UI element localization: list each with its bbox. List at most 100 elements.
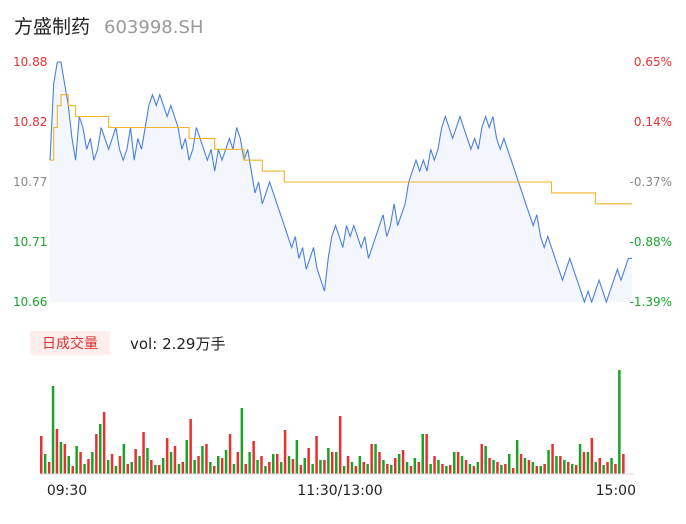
volume-bar (319, 460, 322, 474)
volume-bar (460, 456, 464, 474)
volume-bar (185, 440, 188, 474)
volume-bar (374, 444, 377, 474)
volume-bar (535, 466, 538, 474)
volume-bar (110, 454, 114, 474)
volume-value: 2.29万手 (162, 334, 226, 353)
volume-bar (602, 465, 605, 474)
y-right-tick: -0.37% (630, 175, 672, 189)
volume-bar (260, 456, 263, 474)
volume-readout: vol: 2.29万手 (130, 333, 225, 354)
volume-bar (244, 464, 247, 474)
volume-bar (295, 440, 299, 474)
volume-bar (342, 466, 346, 474)
volume-bar (51, 386, 55, 474)
volume-bar (217, 456, 220, 474)
price-area (50, 62, 632, 302)
volume-bar (610, 458, 613, 474)
volume-bar (362, 462, 365, 474)
volume-bar (570, 464, 574, 474)
volume-bar (220, 458, 224, 474)
volume-bar (169, 452, 173, 474)
volume-bar (146, 448, 149, 474)
volume-bar (606, 462, 609, 474)
volume-bar (429, 464, 432, 474)
volume-bar (586, 452, 590, 474)
volume-bar (102, 412, 106, 474)
volume-bar (79, 452, 82, 474)
volume-bar (582, 452, 586, 474)
volume-bar (75, 446, 78, 474)
volume-bar (421, 434, 424, 474)
volume-bar (543, 464, 546, 474)
volume-bar (83, 464, 86, 474)
volume-bar (40, 436, 43, 474)
volume-bar (394, 458, 397, 474)
volume-bar (264, 466, 267, 474)
volume-bar (236, 452, 240, 474)
volume-bar (311, 464, 314, 474)
volume-bar (331, 452, 334, 474)
volume-bar (370, 444, 373, 474)
volume-bar (193, 460, 196, 474)
volume-bar (523, 458, 527, 474)
volume-bar (578, 444, 582, 474)
volume-bar (445, 466, 448, 474)
volume-bar (283, 430, 287, 474)
volume-bar (456, 452, 460, 474)
volume-bar (531, 462, 535, 474)
volume-bar (276, 454, 279, 474)
volume-bar (346, 456, 350, 474)
volume-bar (390, 465, 393, 474)
stock-name: 方盛制药 (14, 16, 91, 38)
volume-bar (95, 434, 98, 474)
x-tick: 09:30 (47, 483, 87, 499)
volume-bar (468, 464, 472, 474)
volume-bar (303, 458, 306, 474)
volume-bar (409, 466, 413, 474)
volume-bar (492, 460, 495, 474)
volume-bar (299, 465, 303, 474)
volume-bar (567, 462, 570, 474)
volume-bar (272, 454, 275, 474)
volume-bar (154, 465, 157, 474)
volume-bar (500, 465, 503, 474)
average-price-line (50, 94, 632, 205)
volume-label: vol: (130, 334, 158, 353)
volume-bar (87, 459, 90, 474)
volume-bar (539, 466, 542, 474)
volume-bar (622, 454, 625, 474)
volume-bar (59, 442, 63, 474)
volume-bar (358, 456, 362, 474)
volume-bar (177, 464, 181, 474)
y-left-tick: 10.77 (13, 175, 47, 189)
daily-volume-tab[interactable]: 日成交量 (30, 331, 110, 355)
volume-bar (519, 454, 523, 474)
y-right-tick: -1.39% (630, 295, 672, 309)
price-line (49, 61, 632, 304)
volume-bar (63, 444, 67, 474)
volume-bar (401, 450, 405, 474)
volume-bar (118, 456, 122, 474)
volume-bar (161, 458, 165, 474)
volume-bar (287, 456, 291, 474)
volume-bar (91, 452, 94, 474)
volume-bar (574, 465, 578, 474)
volume-bar (464, 460, 468, 474)
volume-bar (43, 454, 47, 474)
volume-bar (484, 446, 487, 474)
volume-bar (181, 462, 185, 474)
volume-bar (496, 462, 499, 474)
volume-bar (47, 462, 51, 474)
volume-bar (201, 446, 204, 474)
y-left-tick: 10.66 (13, 295, 47, 309)
volume-bar (232, 464, 236, 474)
volume-bar (165, 438, 169, 474)
volume-bar (437, 460, 440, 474)
volume-bar (590, 438, 594, 474)
volume-bar (551, 444, 554, 474)
volume-bar (126, 464, 129, 474)
stock-header: 方盛制药 603998.SH (14, 12, 203, 42)
y-right-tick: 0.65% (634, 55, 672, 69)
volume-bar (99, 424, 102, 474)
